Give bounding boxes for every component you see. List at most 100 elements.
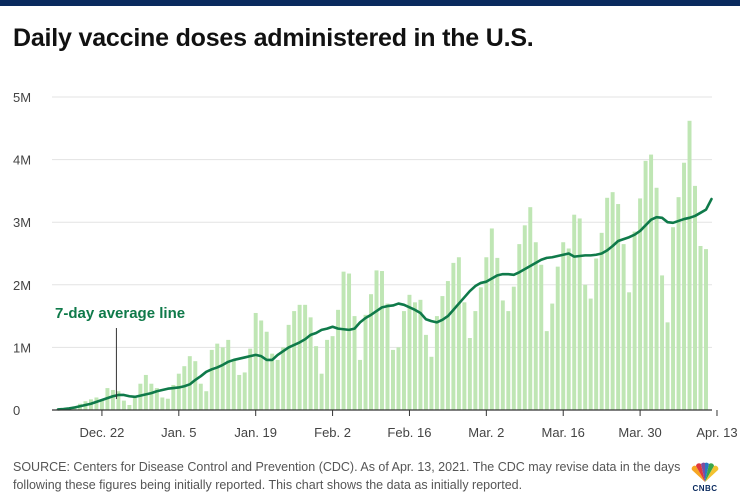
source-note: SOURCE: Centers for Disease Control and … — [13, 460, 681, 492]
daily-dose-bar — [220, 347, 225, 410]
daily-dose-bar — [566, 248, 571, 410]
daily-dose-bar — [248, 348, 253, 410]
daily-dose-bars — [56, 120, 708, 411]
daily-dose-bar — [143, 374, 148, 410]
daily-dose-bar — [616, 204, 621, 410]
daily-dose-bar — [610, 192, 615, 410]
daily-dose-bar — [462, 302, 467, 410]
cnbc-logo-label: CNBC — [692, 484, 718, 493]
daily-dose-bar — [198, 383, 203, 410]
daily-dose-bar — [484, 257, 489, 410]
daily-dose-bar — [605, 197, 610, 410]
daily-dose-bar — [226, 339, 231, 410]
daily-dose-bar — [467, 338, 472, 410]
daily-dose-bar — [451, 262, 456, 410]
daily-dose-bar — [132, 397, 137, 410]
chart-svg: 0 1M 2M 3M 4M 5M Dec. 22 Jan. 5 Jan. 19 Feb. 2 Fe… — [13, 90, 738, 440]
daily-dose-bar — [445, 281, 450, 410]
daily-dose-bar — [176, 373, 181, 410]
daily-dose-bar — [511, 286, 516, 410]
daily-dose-bar — [110, 389, 115, 410]
x-tick-label: Dec. 22 — [80, 425, 125, 440]
daily-dose-bar — [528, 207, 533, 410]
daily-dose-bar — [687, 120, 692, 411]
daily-dose-bar — [391, 349, 395, 410]
daily-dose-bar — [99, 399, 104, 410]
annotation-layer: 7-day average line — [55, 305, 185, 399]
y-tick-labels: 0 1M 2M 3M 4M 5M — [13, 90, 31, 418]
daily-dose-bar — [401, 311, 406, 410]
daily-dose-bar — [286, 324, 291, 410]
daily-dose-bar — [588, 298, 593, 410]
daily-dose-bar — [539, 264, 544, 410]
daily-dose-bar — [506, 311, 511, 410]
daily-dose-bar — [407, 294, 412, 410]
daily-dose-bar — [577, 218, 582, 410]
daily-dose-bar — [363, 314, 368, 410]
daily-dose-bar — [704, 249, 708, 410]
daily-dose-bar — [500, 300, 505, 410]
daily-dose-bar — [94, 397, 99, 410]
daily-dose-bar — [193, 361, 198, 410]
daily-dose-bar — [149, 383, 154, 410]
daily-dose-bar — [643, 160, 648, 410]
daily-dose-bar — [253, 312, 258, 410]
daily-dose-bar — [264, 331, 269, 410]
daily-dose-bar — [434, 316, 439, 410]
daily-dose-bar — [572, 214, 577, 410]
daily-dose-bar — [154, 388, 159, 410]
daily-dose-bar — [165, 398, 170, 410]
chart-title: Daily vaccine doses administered in the … — [13, 24, 534, 52]
daily-dose-bar — [698, 245, 703, 410]
daily-dose-bar — [396, 347, 401, 410]
x-tick-label: Mar. 2 — [468, 425, 504, 440]
x-tick-label: Apr. 13 — [696, 425, 737, 440]
cnbc-peacock-icon — [691, 462, 719, 482]
daily-dose-bar — [127, 404, 132, 410]
daily-dose-bar — [330, 336, 335, 410]
daily-dose-bar — [649, 154, 654, 410]
daily-dose-bar — [347, 273, 352, 410]
daily-dose-bar — [429, 356, 434, 410]
x-tick-label: Jan. 19 — [234, 425, 277, 440]
daily-dose-bar — [242, 372, 247, 410]
x-tick-label: Mar. 30 — [618, 425, 661, 440]
x-tick-label: Feb. 16 — [387, 425, 431, 440]
y-tick-label: 3M — [13, 215, 31, 230]
daily-dose-bar — [209, 349, 214, 410]
daily-dose-bar — [369, 294, 373, 410]
daily-dose-bar — [456, 257, 461, 410]
daily-dose-bar — [237, 374, 242, 410]
daily-dose-bar — [314, 346, 319, 410]
daily-dose-bar — [308, 317, 313, 410]
top-accent-bar — [0, 0, 740, 6]
daily-dose-bar — [303, 304, 308, 410]
annotation-label: 7-day average line — [55, 305, 185, 322]
daily-dose-bar — [358, 359, 363, 410]
daily-dose-bar — [555, 266, 560, 410]
y-tick-label: 2M — [13, 278, 31, 293]
daily-dose-bar — [676, 197, 681, 410]
daily-dose-bar — [473, 311, 478, 410]
daily-dose-bar — [440, 296, 445, 410]
x-tick-label: Feb. 2 — [314, 425, 351, 440]
daily-dose-bar — [495, 257, 500, 410]
daily-dose-bar — [319, 373, 324, 410]
y-tick-label: 0 — [13, 403, 20, 418]
x-tick-label: Jan. 5 — [161, 425, 196, 440]
daily-dose-bar — [627, 292, 632, 410]
y-tick-label: 1M — [13, 340, 31, 355]
daily-dose-bar — [204, 391, 209, 410]
daily-dose-bar — [550, 303, 555, 410]
daily-dose-bar — [632, 231, 637, 410]
daily-dose-bar — [533, 242, 538, 410]
daily-dose-bar — [583, 284, 588, 410]
daily-dose-bar — [325, 339, 330, 410]
daily-dose-bar — [412, 302, 417, 410]
daily-dose-bar — [418, 299, 423, 410]
daily-dose-bar — [352, 316, 357, 410]
daily-dose-bar — [336, 309, 341, 410]
daily-dose-bar — [654, 187, 659, 410]
daily-dose-bar — [270, 353, 275, 410]
daily-dose-bar — [693, 185, 697, 410]
